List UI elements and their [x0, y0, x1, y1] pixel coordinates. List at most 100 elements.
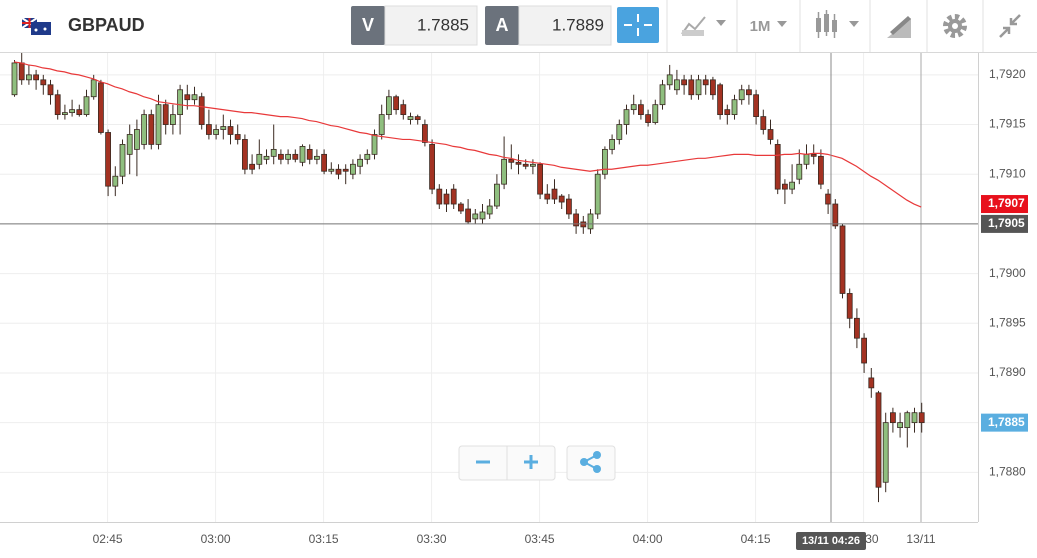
plot-area: 1,7880 1,7885 1,7890 1,7895 1,7900 1,7905 1,79… — [0, 53, 1028, 550]
candle-body — [421, 124, 428, 143]
zoom-controls — [458, 445, 616, 481]
candle-body — [62, 112, 68, 116]
candle-body — [537, 163, 543, 195]
candle-body — [40, 79, 47, 86]
plot-background — [0, 53, 978, 522]
price-tag-label: 1,7905 — [988, 216, 1025, 230]
sell-label: V — [362, 15, 374, 35]
timeframe: 1M — [750, 18, 771, 35]
candle-body — [674, 79, 680, 91]
candle-body — [256, 153, 263, 165]
candle-body — [544, 193, 551, 200]
candle-body — [803, 153, 810, 165]
candle-body — [789, 181, 795, 190]
candle-body — [875, 392, 882, 488]
candle-body — [270, 148, 277, 157]
y-tick-label: 1,7895 — [989, 315, 1026, 329]
candle-body — [105, 132, 111, 187]
candle-body — [292, 153, 299, 160]
candle-body — [854, 317, 860, 339]
candle-body — [126, 134, 133, 155]
candle-body — [407, 116, 414, 120]
candle-body — [602, 148, 608, 175]
candle-body — [890, 412, 896, 424]
candle-body — [868, 377, 875, 389]
candle-body — [371, 134, 378, 155]
candle-body — [162, 104, 169, 125]
candle-body — [623, 109, 630, 125]
sell-price: 1.7885 — [417, 15, 469, 34]
candle-body — [760, 116, 767, 130]
price-tag — [981, 195, 1028, 214]
candle-body — [573, 213, 579, 227]
y-tick-label: 1,7920 — [989, 67, 1026, 81]
settings-button[interactable] — [943, 14, 967, 38]
candle-body — [263, 155, 270, 160]
candle-body — [342, 168, 349, 172]
candle-body — [515, 161, 522, 165]
collapse-button[interactable] — [999, 14, 1021, 38]
candle-body — [249, 163, 256, 170]
moving-average — [13, 61, 922, 208]
candle-body — [83, 96, 90, 116]
candle-body — [18, 62, 25, 81]
candle-body — [695, 79, 702, 96]
candle-body — [25, 74, 32, 81]
candle-body — [501, 158, 508, 185]
candle-body — [90, 79, 97, 98]
draw-button[interactable] — [887, 16, 911, 38]
sell-button[interactable]: V 1.7885 — [351, 5, 478, 46]
candle-body — [335, 168, 342, 175]
candle-body — [832, 203, 839, 227]
candle-body — [702, 79, 709, 86]
crosshair-time-box — [796, 532, 866, 550]
candle-body — [818, 155, 824, 185]
candle-body — [522, 163, 529, 167]
candle-body — [710, 79, 716, 96]
price-tag — [981, 214, 1028, 233]
candle-body — [825, 193, 831, 205]
y-tick-label: 1,7910 — [989, 166, 1026, 180]
candle-type-button[interactable] — [816, 10, 859, 38]
buy-button[interactable]: A 1.7889 — [485, 5, 612, 46]
candle-body — [177, 89, 184, 116]
chart-type-button[interactable] — [681, 16, 726, 36]
share-button[interactable] — [566, 445, 616, 481]
candle-body — [558, 195, 565, 203]
candle-body — [112, 175, 119, 187]
candle-body — [220, 126, 227, 130]
price-tag — [981, 413, 1028, 432]
candle-body — [234, 134, 241, 140]
date-label: 13/11 — [906, 532, 935, 546]
candle-body — [148, 114, 155, 145]
candle-body — [472, 213, 479, 220]
timeframe-button[interactable]: 1M — [750, 18, 787, 35]
candle-body — [227, 126, 234, 135]
candle-body — [11, 62, 18, 96]
candle-body — [652, 104, 659, 123]
candle-body — [313, 155, 320, 160]
candle-body — [378, 114, 385, 135]
candle-body — [76, 109, 83, 116]
candle-body — [630, 104, 637, 111]
candle-body — [782, 183, 788, 190]
candle-body — [119, 144, 126, 177]
zoom-in[interactable] — [524, 455, 538, 469]
x-tick-label: 04:15 — [741, 532, 771, 546]
candle-body — [746, 89, 752, 96]
candle-body — [47, 84, 54, 96]
candle-body — [349, 163, 356, 175]
candle-body — [364, 153, 371, 160]
candle-body — [457, 203, 464, 212]
candle-body — [414, 116, 421, 120]
candle-body — [609, 139, 615, 150]
x-tick-label: 03:00 — [201, 532, 231, 546]
buy-price: 1.7889 — [552, 15, 604, 34]
candle-body — [155, 104, 162, 145]
candle-body — [306, 148, 313, 160]
crosshair-button[interactable] — [617, 7, 659, 43]
candle-body — [241, 139, 248, 170]
candle-body — [616, 124, 623, 140]
candle-body — [393, 96, 400, 111]
